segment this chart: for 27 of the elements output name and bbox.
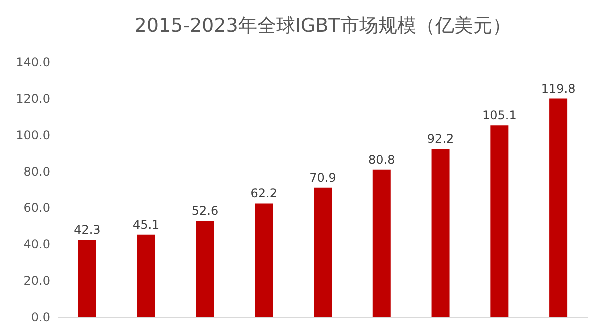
bar (372, 170, 391, 317)
bar (490, 126, 509, 317)
data-label: 92.2 (427, 132, 454, 146)
bar (78, 240, 96, 317)
y-tick-label: 20.0 (24, 274, 50, 288)
bar (196, 221, 214, 317)
data-label: 52.6 (192, 204, 219, 218)
y-tick-label: 0.0 (31, 310, 50, 324)
data-label: 45.1 (132, 218, 160, 232)
bar (432, 149, 450, 317)
bar (550, 98, 568, 317)
bar (314, 188, 332, 317)
y-tick-label: 120.0 (16, 92, 50, 106)
data-label: 119.8 (541, 82, 576, 96)
data-label: 70.9 (310, 170, 336, 185)
y-tick-label: 100.0 (16, 128, 50, 142)
y-tick-label: 140.0 (16, 56, 50, 70)
y-tick-label: 40.0 (24, 238, 50, 252)
data-label: 42.3 (74, 222, 101, 237)
data-label: 80.8 (368, 152, 396, 167)
y-tick-label: 60.0 (24, 201, 50, 216)
data-label: 62.2 (250, 186, 278, 201)
chart-title: 2015-2023年全球IGBT市场规模（亿美元） (134, 15, 512, 37)
y-tick-label: 80.0 (24, 164, 50, 179)
data-label: 105.1 (482, 108, 517, 123)
bar (255, 204, 274, 317)
bar (137, 234, 156, 317)
